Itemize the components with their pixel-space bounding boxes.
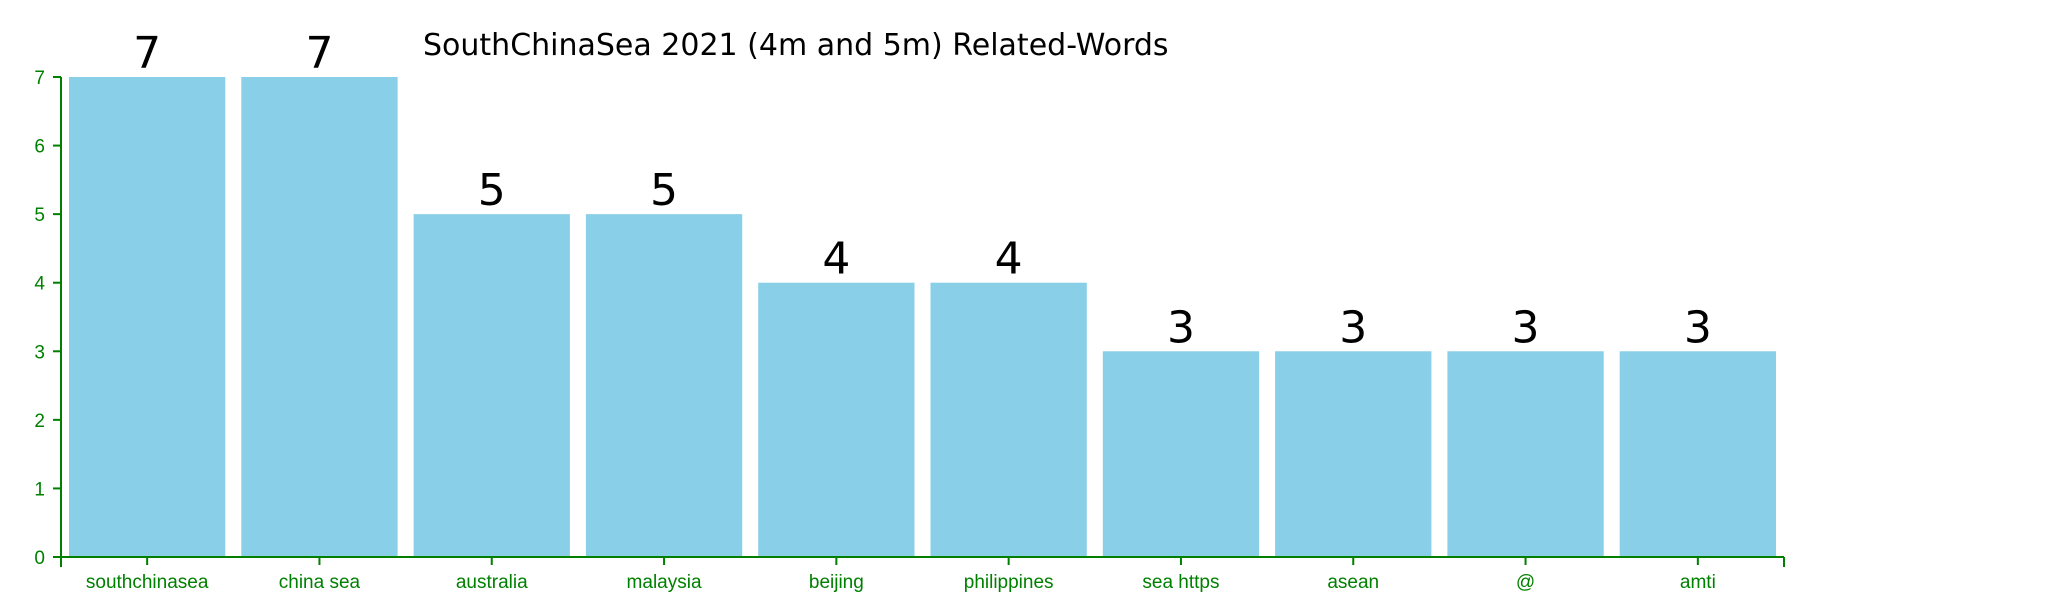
x-axis: southchinasea china sea australia malaysia b… [60,556,1785,593]
bar-1 [241,77,398,557]
value-label-3: 5 [650,165,678,216]
x-tick-label-5: philippines [964,572,1054,593]
value-label-5: 4 [995,234,1023,285]
y-tick-label-1: 1 [34,479,45,500]
y-axis: 0 1 2 3 4 5 6 7 [34,68,62,569]
y-tick-label-6: 6 [34,137,45,158]
value-label-7: 3 [1339,302,1367,353]
value-label-0: 7 [133,28,161,79]
value-labels-group: 7 7 5 5 4 4 3 3 3 3 [133,28,1712,353]
value-label-9: 3 [1684,302,1712,353]
bars-group [69,77,1776,557]
y-tick-label-7: 7 [34,68,45,89]
x-tick-label-4: beijing [809,572,864,593]
bar-8 [1447,351,1604,557]
x-tick-label-8: @ [1516,572,1535,593]
x-tick-label-1: china sea [279,572,361,593]
x-tick-label-2: australia [456,572,528,593]
bar-4 [758,282,915,557]
bar-2 [413,214,570,557]
x-tick-label-0: southchinasea [86,572,209,593]
bar-3 [585,214,743,557]
value-label-1: 7 [305,28,333,79]
y-tick-label-2: 2 [34,411,45,432]
y-tick-label-0: 0 [34,548,45,569]
x-tick-label-9: amti [1680,572,1716,593]
value-label-8: 3 [1512,302,1540,353]
y-tick-label-5: 5 [34,205,45,226]
bar-6 [1102,351,1260,557]
bar-7 [1275,351,1432,557]
x-tick-label-6: sea https [1142,572,1219,593]
value-label-2: 5 [478,165,506,216]
bar-9 [1619,351,1776,557]
y-tick-label-3: 3 [34,342,45,363]
bar-0 [69,77,226,557]
value-label-6: 3 [1167,302,1195,353]
y-tick-label-4: 4 [34,274,45,295]
x-tick-label-7: asean [1327,572,1379,593]
x-tick-label-3: malaysia [627,572,702,593]
value-label-4: 4 [822,234,850,285]
chart-title: SouthChinaSea 2021 (4m and 5m) Related-W… [423,28,1169,63]
bar-5 [930,282,1087,557]
